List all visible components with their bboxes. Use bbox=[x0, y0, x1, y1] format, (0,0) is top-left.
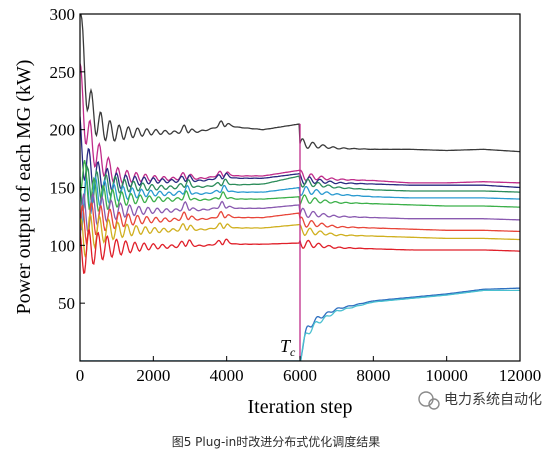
axis-ticks: 0 2000 4000 6000 8000 10000 12000 50 100 150 200 25… bbox=[50, 5, 542, 385]
x-tick-label: 10000 bbox=[425, 366, 468, 385]
x-tick-label: 0 bbox=[76, 366, 85, 385]
wechat-icon bbox=[418, 391, 440, 410]
plot-lines bbox=[80, 14, 520, 361]
series-line bbox=[80, 289, 520, 361]
tc-annotation: Tc bbox=[280, 336, 296, 359]
y-tick-label: 50 bbox=[58, 294, 75, 313]
series-line bbox=[80, 287, 520, 361]
y-tick-label: 250 bbox=[50, 63, 76, 82]
x-tick-label: 6000 bbox=[283, 366, 317, 385]
y-tick-label: 100 bbox=[50, 236, 76, 255]
watermark-text: 电力系统自动化 bbox=[444, 392, 542, 408]
watermark: 电力系统自动化 bbox=[418, 391, 542, 410]
x-tick-label: 12000 bbox=[499, 366, 542, 385]
x-tick-label: 4000 bbox=[210, 366, 244, 385]
x-tick-label: 8000 bbox=[356, 366, 390, 385]
figure-caption: 图5 Plug-in时改进分布式优化调度结果 bbox=[172, 434, 381, 449]
y-tick-label: 150 bbox=[50, 179, 76, 198]
y-tick-label: 200 bbox=[50, 121, 76, 140]
x-axis-label: Iteration step bbox=[248, 396, 353, 418]
y-axis-label: Power output of each MG (kW) bbox=[13, 60, 35, 315]
x-tick-label: 2000 bbox=[136, 366, 170, 385]
y-tick-label: 300 bbox=[50, 5, 76, 24]
